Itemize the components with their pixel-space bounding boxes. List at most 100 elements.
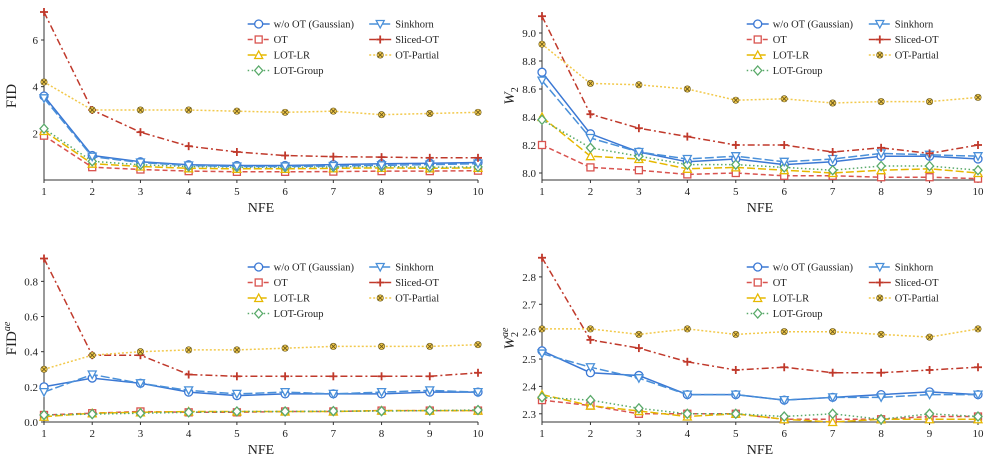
panel-1-legend-ot-marker-square: [254, 35, 263, 44]
panel-3-ot-partial-marker-x-b: [137, 348, 144, 355]
panel-2-lot-group-marker-diamond: [779, 161, 790, 173]
panel-4-lot-group-marker-diamond: [634, 402, 644, 414]
panel-1-line-ot: [43, 135, 479, 173]
panel-4-x-tick-label: 3: [636, 428, 642, 440]
panel-1-ot-partial-marker-x-b: [234, 108, 240, 114]
panel-2-legend-ot-marker-square: [753, 35, 762, 44]
panel-4-lot-group-marker-diamond: [876, 413, 886, 425]
panel-1-x-tick-label: 3: [138, 186, 144, 198]
panel-3-sinkhorn-marker-tri-down: [183, 386, 194, 396]
panel-2-legend-label-sliced-ot: Sliced-OT: [895, 35, 939, 46]
panel-4-legend-label-sinkhorn: Sinkhorn: [895, 263, 934, 274]
panel-3-line-sliced-ot: [43, 258, 479, 378]
panel-3-x-tick-label: 2: [89, 428, 95, 440]
panel-4-lot-group-marker-diamond: [682, 408, 693, 420]
panel-1-legend-label-w-o-ot-gaussian: w/o OT (Gaussian): [274, 20, 355, 31]
panel-4-x-tick-label: 8: [878, 428, 884, 440]
panel-3-x-tick-label: 4: [186, 428, 192, 440]
panel-3-x-tick-label: 6: [282, 428, 288, 440]
panel-2-w-o-ot-gaussian-marker-circle: [537, 67, 547, 77]
panel-3-y-tick-label: 0.0: [24, 417, 38, 429]
panel-2-legend-lot-group-marker-diamond: [752, 65, 763, 76]
panel-4-lot-group-marker-diamond: [537, 391, 547, 403]
panel-2-x-tick-label: 1: [539, 186, 545, 198]
panel-4-y-label-sub: 2: [510, 332, 521, 337]
panel-2-sinkhorn-marker-tri-down: [779, 157, 790, 168]
panel-2-ot-partial-marker-x-b: [587, 80, 594, 87]
panel-3-lot-group-marker-diamond: [135, 407, 146, 419]
panel-2-ot-partial-marker-x-b: [829, 100, 836, 106]
panel-1-line-w-o-ot-gaussian: [43, 95, 479, 167]
panel-3-lot-group-marker-diamond: [183, 406, 194, 418]
panel-4-y-tick-label: 2.4: [522, 381, 536, 393]
panel-3-sinkhorn-marker-tri-down: [280, 387, 291, 398]
panel-2-lot-group-marker-diamond: [827, 164, 838, 176]
panel-3-y-label-main: FID: [4, 331, 20, 355]
panel-1-legend-ot-partial-marker-x-b: [377, 52, 384, 58]
panel-4-line-lot-group: [541, 396, 979, 421]
panel-3-sinkhorn-marker-tri-down: [328, 389, 339, 400]
panel-4-legend-ot-marker-square: [753, 278, 762, 287]
panel-4-line-lot-lr: [541, 393, 978, 423]
panel-4-lot-group-marker-diamond: [730, 408, 741, 420]
panel-3-lot-group-marker-diamond: [328, 405, 339, 417]
panel-3-ot-partial-marker-x-b: [475, 341, 481, 348]
panel-1-sinkhorn-marker-tri-down: [376, 161, 387, 171]
panel-1-x-tick-label: 10: [473, 186, 485, 198]
panel-1-line-ot-partial: [43, 81, 479, 116]
panel-4-x-tick-label: 9: [927, 428, 933, 440]
panel-2-y-tick-label: 9.0: [522, 28, 536, 40]
panel-1-lot-group-marker-diamond: [39, 123, 49, 135]
panel-3-legend-sinkhorn-marker-tri-down: [375, 262, 386, 273]
panel-2-sinkhorn-marker-tri-down: [585, 133, 596, 144]
panel-4-y-label-main: W: [502, 335, 518, 349]
panel-3-legend-ot-marker-square: [254, 278, 263, 287]
panel-4-legend-lot-group-marker-diamond: [752, 308, 763, 319]
panel-2-y-tick-label: 8.2: [522, 140, 536, 152]
panel-4-ot-partial-marker-x-b: [732, 331, 739, 338]
panel-3-legend-label-ot-partial: OT-Partial: [395, 294, 439, 305]
panel-3-line-sinkhorn: [43, 373, 479, 395]
panel-4-lot-group-marker-diamond: [827, 408, 838, 420]
panel-4-y-label: W2ae: [500, 327, 521, 350]
panel-2-x-tick-label: 2: [588, 186, 594, 198]
panel-2-sinkhorn-marker-tri-down: [730, 152, 741, 162]
panel-3-ot-partial-marker-x-b: [378, 343, 385, 350]
panel-1-x-tick-label: 7: [331, 186, 337, 198]
panel-4-ot-partial-marker-x-b: [926, 334, 933, 340]
panel-3-lot-group-marker-diamond: [376, 405, 387, 417]
panel-2-legend-label-sinkhorn: Sinkhorn: [895, 20, 934, 31]
panel-3-sinkhorn-marker-tri-down: [38, 387, 50, 398]
panel-1-ot-partial-marker-x-b: [282, 109, 288, 116]
panel-3-legend-label-sliced-ot: Sliced-OT: [395, 278, 439, 289]
panel-1-ot-partial-marker-x-b: [185, 107, 192, 113]
panel-2-lot-group-marker-diamond: [730, 159, 741, 171]
panel-3-x-tick-label: 7: [331, 428, 337, 440]
panel-3-legend-ot-partial-marker-x-b: [377, 295, 384, 301]
panel-1-y-label: FID: [4, 84, 20, 108]
panel-4-x-tick-label: 1: [539, 428, 545, 440]
panel-1-ot-partial-marker-x-b: [378, 111, 385, 118]
panel-4-legend-sinkhorn-marker-tri-down: [874, 262, 885, 273]
panel-4-lot-group-marker-diamond: [585, 394, 596, 406]
panel-3-lot-group-marker-diamond: [280, 405, 290, 417]
panel-4-x-tick-label: 5: [733, 428, 739, 440]
panel-3-sinkhorn-marker-tri-down: [376, 387, 387, 398]
panel-2-ot-partial-marker-x-b: [539, 41, 545, 48]
panel-2-line-sinkhorn: [541, 80, 979, 163]
panel-2-y-label-sub: 2: [510, 87, 521, 92]
panel-2-ot-marker-square: [537, 140, 547, 150]
panel-2-legend-lot-lr-marker-triangle: [752, 49, 763, 60]
panel-3-lot-group-marker-diamond: [232, 405, 242, 417]
panel-1-x-tick-label: 4: [186, 186, 192, 198]
panel-4-y-label-sup: ae: [500, 327, 511, 337]
panel-4-y-tick-label: 2.5: [522, 354, 536, 366]
panel-1-line-lot-lr: [43, 130, 479, 170]
panel-4-x-tick-label: 2: [588, 428, 594, 440]
panel-4-lot-group-marker-diamond: [924, 408, 935, 420]
panel-3-legend-label-lot-lr: LOT-LR: [274, 294, 310, 305]
panel-1-legend-lot-group-marker-diamond: [253, 65, 264, 76]
panel-3-y-tick-label: 0.4: [24, 347, 38, 359]
